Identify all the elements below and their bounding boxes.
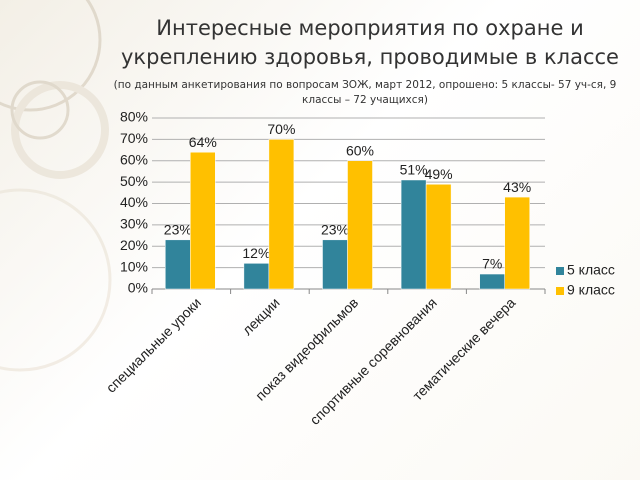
chart-title: Интересные мероприятия по охране и укреп… — [121, 16, 619, 69]
bar — [425, 184, 452, 290]
bar — [347, 160, 373, 290]
bar — [190, 151, 216, 290]
value-label: 12% — [242, 245, 270, 261]
y-tick-label: 30% — [120, 216, 148, 232]
bar — [504, 196, 530, 290]
legend-label: 9 класс — [567, 282, 615, 298]
value-label: 49% — [425, 166, 453, 182]
y-tick-label: 0% — [128, 280, 148, 296]
y-tick-label: 60% — [120, 151, 148, 167]
value-label: 7% — [482, 256, 502, 272]
value-label: 23% — [321, 222, 349, 238]
value-label: 23% — [164, 222, 192, 238]
y-tick-label: 40% — [120, 194, 148, 210]
y-tick-label: 20% — [120, 237, 148, 253]
y-tick-label: 10% — [120, 258, 148, 274]
y-tick-label: 70% — [120, 130, 148, 146]
value-label: 70% — [267, 121, 295, 137]
value-label: 64% — [189, 134, 217, 150]
legend-swatch — [556, 287, 564, 295]
bar — [322, 239, 348, 290]
bar — [268, 139, 295, 290]
x-tick-label: спортивные соревнования — [306, 294, 439, 427]
value-label: 51% — [400, 162, 428, 178]
bar — [400, 179, 427, 290]
x-tick-label: специальные уроки — [103, 294, 204, 395]
legend-swatch — [556, 267, 564, 275]
bar — [479, 273, 505, 290]
y-tick-label: 80% — [120, 109, 148, 125]
y-tick-label: 50% — [120, 173, 148, 189]
value-label: 43% — [503, 179, 531, 195]
x-tick-label: лекции — [239, 294, 283, 338]
bar — [243, 263, 270, 290]
chart-subtitle: (по данным анкетирования по вопросам ЗОЖ… — [113, 79, 617, 106]
bar — [165, 239, 191, 290]
decoration — [0, 0, 112, 372]
legend-label: 5 класс — [567, 262, 615, 278]
value-label: 60% — [346, 142, 374, 158]
